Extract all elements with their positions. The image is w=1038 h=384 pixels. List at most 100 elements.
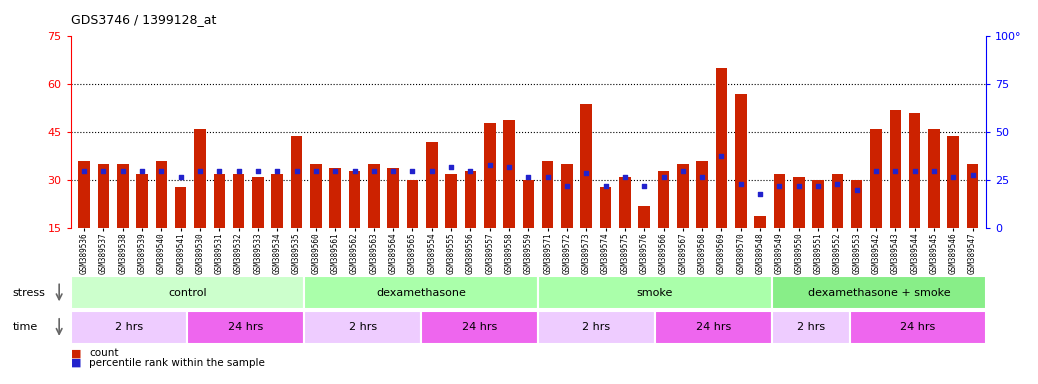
Bar <box>304 276 538 309</box>
Point <box>134 168 151 174</box>
Point <box>558 183 575 189</box>
Bar <box>638 206 650 228</box>
Point <box>617 174 633 180</box>
Point <box>95 168 112 174</box>
Point <box>153 168 169 174</box>
Text: 2 hrs: 2 hrs <box>115 322 143 333</box>
Bar <box>329 168 342 228</box>
Text: control: control <box>168 288 207 298</box>
Point <box>76 168 92 174</box>
Text: dexamethasone: dexamethasone <box>376 288 466 298</box>
Text: stress: stress <box>12 288 46 298</box>
Text: 24 hrs: 24 hrs <box>228 322 264 333</box>
Point <box>424 168 440 174</box>
Point <box>443 164 460 170</box>
Bar <box>421 311 538 344</box>
Point <box>462 168 479 174</box>
Point <box>520 174 537 180</box>
Point <box>733 181 749 187</box>
Bar <box>851 180 863 228</box>
Point <box>906 168 923 174</box>
Bar <box>772 311 850 344</box>
Bar <box>503 120 515 228</box>
Point <box>848 187 865 193</box>
Point <box>347 168 363 174</box>
Bar <box>484 123 495 228</box>
Bar <box>755 216 766 228</box>
Bar <box>562 164 573 228</box>
Point <box>269 168 285 174</box>
Bar <box>600 187 611 228</box>
Point <box>307 168 324 174</box>
Bar <box>948 136 959 228</box>
Bar <box>188 311 304 344</box>
Bar <box>831 174 843 228</box>
Text: count: count <box>89 348 118 358</box>
Point <box>540 174 556 180</box>
Point <box>868 168 884 174</box>
Point <box>211 168 227 174</box>
Point <box>693 174 710 180</box>
Point <box>365 168 382 174</box>
Point <box>675 168 691 174</box>
Bar <box>445 174 457 228</box>
Bar <box>735 94 746 228</box>
Point <box>945 174 961 180</box>
Point <box>249 168 266 174</box>
Text: GDS3746 / 1399128_at: GDS3746 / 1399128_at <box>71 13 216 26</box>
Bar <box>850 311 986 344</box>
Bar <box>928 129 939 228</box>
Bar <box>966 164 979 228</box>
Text: ■: ■ <box>71 348 81 358</box>
Text: 24 hrs: 24 hrs <box>900 322 935 333</box>
Bar <box>870 129 882 228</box>
Bar <box>78 161 90 228</box>
Point <box>713 152 730 159</box>
Text: 2 hrs: 2 hrs <box>797 322 825 333</box>
Bar <box>542 161 553 228</box>
Bar <box>793 177 804 228</box>
Bar <box>387 168 399 228</box>
Bar <box>538 276 772 309</box>
Point <box>655 174 672 180</box>
Text: 24 hrs: 24 hrs <box>462 322 497 333</box>
Bar <box>98 164 109 228</box>
Bar <box>174 187 187 228</box>
Bar <box>368 164 380 228</box>
Bar <box>136 174 147 228</box>
Bar <box>580 104 592 228</box>
Bar <box>310 164 322 228</box>
Point <box>172 174 189 180</box>
Point <box>810 183 826 189</box>
Bar <box>773 174 785 228</box>
Bar <box>465 171 476 228</box>
Point <box>500 164 517 170</box>
Bar <box>426 142 438 228</box>
Bar <box>813 180 824 228</box>
Point <box>482 162 498 168</box>
Bar <box>214 174 225 228</box>
Bar <box>909 113 921 228</box>
Bar <box>117 164 129 228</box>
Text: 24 hrs: 24 hrs <box>695 322 731 333</box>
Bar <box>349 171 360 228</box>
Text: time: time <box>12 322 37 333</box>
Point <box>829 181 846 187</box>
Text: percentile rank within the sample: percentile rank within the sample <box>89 358 265 368</box>
Text: 2 hrs: 2 hrs <box>582 322 610 333</box>
Bar <box>696 161 708 228</box>
Bar <box>71 311 188 344</box>
Point <box>327 168 344 174</box>
Bar <box>619 177 631 228</box>
Text: dexamethasone + smoke: dexamethasone + smoke <box>808 288 950 298</box>
Bar <box>772 276 986 309</box>
Bar <box>156 161 167 228</box>
Point <box>887 168 904 174</box>
Bar <box>71 276 304 309</box>
Bar <box>291 136 302 228</box>
Bar <box>304 311 421 344</box>
Point <box>964 172 981 178</box>
Bar <box>522 180 535 228</box>
Bar <box>890 110 901 228</box>
Point <box>289 168 305 174</box>
